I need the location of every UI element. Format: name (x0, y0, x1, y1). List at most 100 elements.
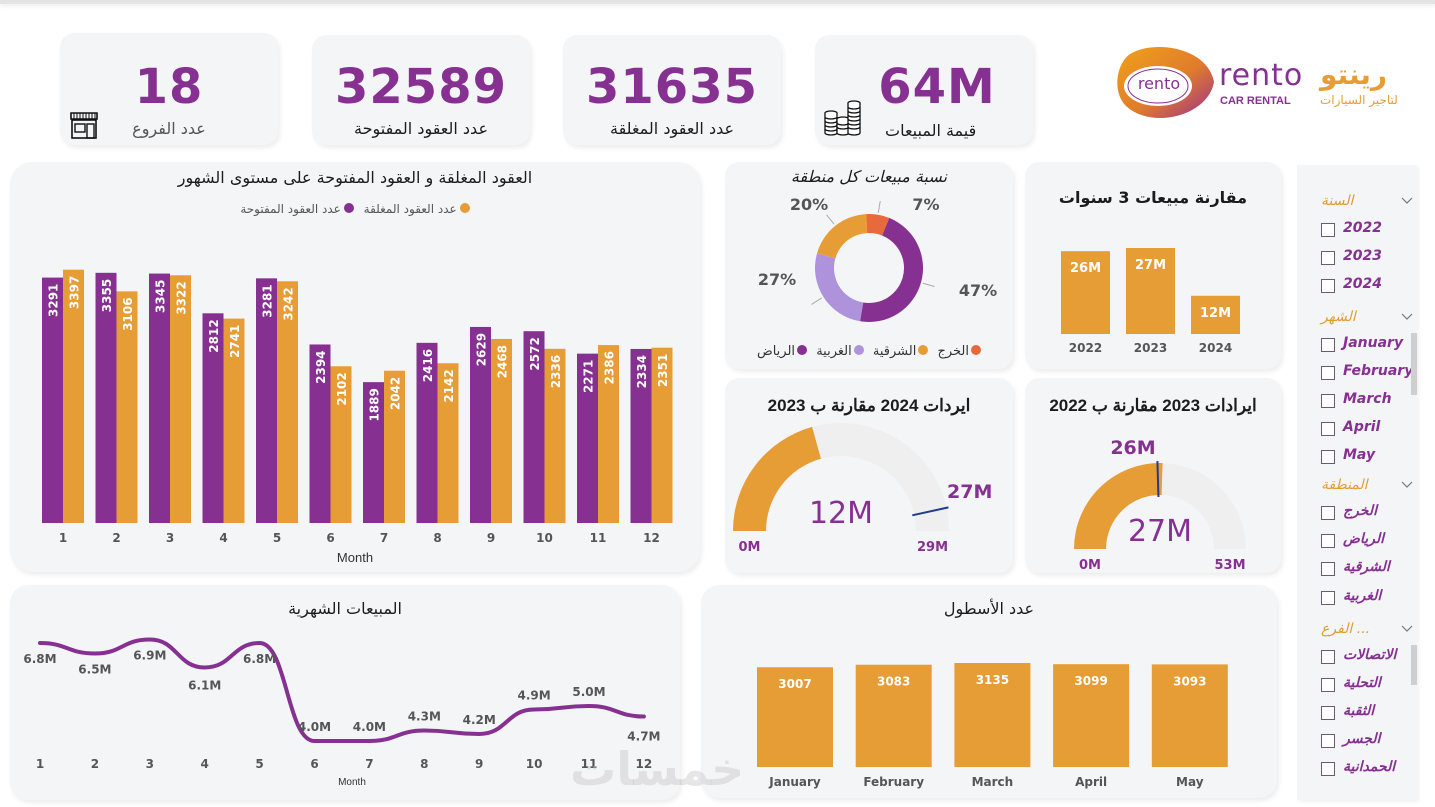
slicer-branch-option[interactable]: الجسر (1297, 731, 1417, 753)
x-tick-label: 2 (112, 531, 120, 545)
watermark: خمسات (570, 742, 745, 796)
slicer-region-option[interactable]: الخرج (1297, 503, 1417, 525)
gauge-min-label: 0M (1079, 558, 1101, 573)
slicer-region-option[interactable]: الرياض (1297, 531, 1417, 553)
kpi-value-closed-contracts: 31635 (586, 59, 758, 115)
legend-item-region[interactable]: الغربية (816, 344, 864, 359)
x-tick-label: May (1176, 775, 1204, 789)
slicer-region-header[interactable]: المنطقة (1297, 477, 1417, 497)
bar-open (309, 344, 331, 523)
chevron-down-icon[interactable] (1401, 479, 1413, 489)
three-year-sales-title: مقارنة مبيعات 3 سنوات (1058, 188, 1248, 207)
kpi-label-closed-contracts: عدد العقود المغلقة (609, 119, 735, 138)
slicer-year-header[interactable]: السنة (1297, 193, 1417, 213)
slicer-year-option[interactable]: 2022 (1297, 220, 1417, 242)
option-label: التحلية (1343, 675, 1381, 691)
donut-data-label: 7% (912, 195, 939, 214)
chevron-down-icon[interactable] (1401, 311, 1413, 321)
gauge-target-marker (912, 506, 949, 517)
kpi-card-sales-value: 64M قيمة المبيعات (815, 35, 1033, 145)
legend-dot-open-icon (343, 203, 354, 213)
gauge-2024-card: ايردات 2024 مقارنة ب 2023 12M 27M 0M 29M (725, 378, 1013, 573)
legend-item-region[interactable]: الرياض (757, 344, 808, 359)
slicer-branch-option[interactable]: التحلية (1297, 675, 1417, 697)
fleet-bar (757, 667, 833, 767)
bar-data-label: 3099 (1074, 674, 1107, 688)
x-tick-label: 8 (433, 531, 441, 545)
logo-circle-text: rento (1137, 74, 1181, 93)
checkbox[interactable] (1321, 562, 1335, 576)
kpi-value-branches: 18 (134, 59, 204, 115)
bar-open (256, 278, 277, 523)
bar-data-label: 3106 (121, 297, 135, 330)
slicer-month-option[interactable]: March (1297, 391, 1417, 413)
checkbox[interactable] (1321, 706, 1335, 720)
line-data-label: 4.9M (517, 689, 550, 703)
checkbox[interactable] (1321, 394, 1335, 408)
kpi-value-sales: 64M (878, 59, 996, 115)
x-tick-label: 11 (581, 757, 598, 771)
slicer-branch-option[interactable]: الثقبة (1297, 703, 1417, 725)
bar-data-label: 2394 (314, 350, 328, 383)
x-tick-label: 9 (487, 531, 495, 545)
slicer-branch-option[interactable]: الحمدانية (1297, 759, 1417, 781)
legend-item-open[interactable]: عدد العقود المفتوحة (240, 202, 354, 216)
checkbox[interactable] (1321, 450, 1335, 464)
gauge-fill (1074, 463, 1163, 549)
bar-data-label: 3083 (877, 675, 910, 689)
branch-scrollbar[interactable] (1411, 645, 1417, 685)
checkbox[interactable] (1321, 591, 1335, 605)
slicer-branch-title: ... الفرع (1321, 621, 1371, 637)
slicer-year-option[interactable]: 2024 (1297, 276, 1417, 298)
checkbox[interactable] (1321, 422, 1335, 436)
checkbox[interactable] (1321, 678, 1335, 692)
slicer-region-option[interactable]: الغربية (1297, 588, 1417, 610)
x-tick-label: 4 (219, 531, 227, 545)
x-tick-label: 11 (590, 531, 607, 545)
checkbox[interactable] (1321, 338, 1335, 352)
checkbox[interactable] (1321, 223, 1335, 237)
legend-item-region[interactable]: الخرج (937, 344, 981, 359)
legend-item-region[interactable]: الشرقية (873, 344, 929, 359)
slicer-month-option[interactable]: January (1297, 335, 1417, 357)
line-data-label: 4.0M (298, 720, 331, 734)
legend-item-closed[interactable]: عدد العقود المغلقة (364, 202, 470, 216)
gauge-max-label: 53M (1214, 558, 1245, 573)
gauge-value: 12M (809, 496, 873, 531)
slicer-month-option[interactable]: April (1297, 419, 1417, 441)
monthly-sales-card: المبيعات الشهرية 6.8M 1 6.5M 2 6.9M 3 6.1M 4 6.8… (10, 585, 680, 800)
checkbox[interactable] (1321, 534, 1335, 548)
slicer-month-header[interactable]: الشهر (1297, 309, 1417, 329)
checkbox[interactable] (1321, 506, 1335, 520)
bar-data-label: 2271 (582, 360, 596, 393)
checkbox[interactable] (1321, 762, 1335, 776)
fleet-count-chart: 3007 January 3083 February 3135 March 3099 Apri… (757, 663, 1228, 789)
slicer-month-option[interactable]: February (1297, 363, 1417, 385)
bar-closed (277, 281, 298, 523)
option-label: الرياض (1343, 531, 1384, 547)
slicer-branch-header[interactable]: ... الفرع (1297, 621, 1417, 641)
x-tick-label: 1 (36, 757, 44, 771)
checkbox[interactable] (1321, 279, 1335, 293)
chevron-down-icon[interactable] (1401, 623, 1413, 633)
month-scrollbar[interactable] (1411, 333, 1417, 395)
chevron-down-icon[interactable] (1401, 195, 1413, 205)
bar-open (416, 342, 438, 523)
kpi-value-open-contracts: 32589 (335, 59, 507, 115)
checkbox[interactable] (1321, 734, 1335, 748)
donut-leader-line (922, 282, 935, 287)
x-tick-label: 7 (380, 531, 388, 545)
checkbox[interactable] (1321, 650, 1335, 664)
slicer-region-option[interactable]: الشرقية (1297, 559, 1417, 581)
slicer-branch-option[interactable]: الاتصالات (1297, 647, 1417, 669)
checkbox[interactable] (1321, 251, 1335, 265)
x-tick-label: 2024 (1199, 341, 1232, 355)
line-data-label: 4.0M (353, 720, 386, 734)
monthly-contracts-card: العقود المغلقة و العقود المفتوحة على مست… (10, 162, 700, 572)
checkbox[interactable] (1321, 366, 1335, 380)
slicer-month-option[interactable]: May (1297, 447, 1417, 469)
three-year-sales-card: مقارنة مبيعات 3 سنوات 26M 2022 27M 2023 12M 2… (1025, 162, 1281, 369)
brand-subtitle-latin: CAR RENTAL (1220, 95, 1291, 107)
slicer-year-option[interactable]: 2023 (1297, 248, 1417, 270)
